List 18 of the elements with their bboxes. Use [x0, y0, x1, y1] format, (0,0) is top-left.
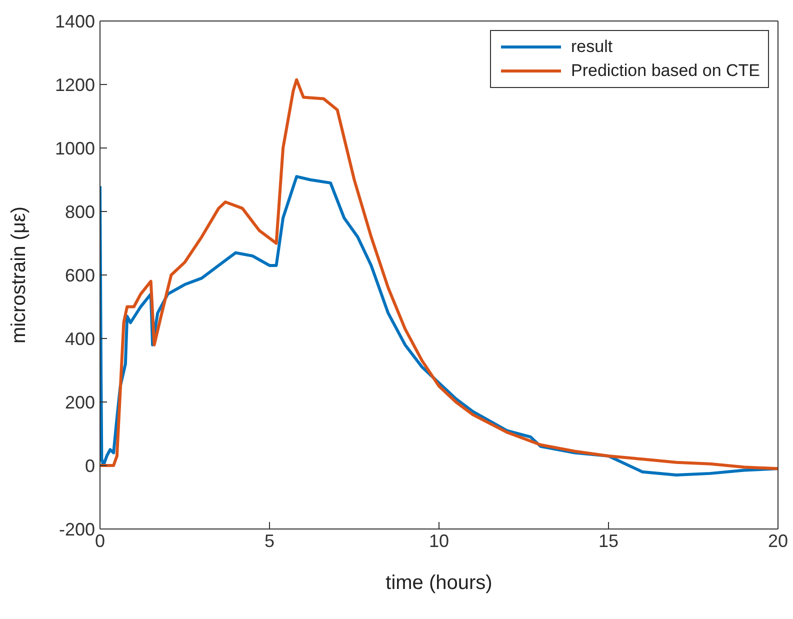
y-tick-label: 0: [84, 456, 95, 476]
y-tick-label: 1400: [54, 11, 95, 32]
y-tick-label: -200: [58, 519, 95, 540]
x-tick-label: 10: [428, 530, 450, 551]
x-tick-label: 15: [598, 530, 619, 551]
legend-label: Prediction based on CTE: [571, 61, 760, 81]
y-tick-label: 1200: [54, 74, 95, 95]
y-tick-label: 800: [64, 202, 95, 222]
line-series: [100, 78, 778, 470]
x-tick-label: 5: [264, 530, 275, 551]
legend-label: result: [571, 37, 613, 57]
y-tick-label: 200: [64, 392, 95, 412]
y-tick-label: 600: [64, 265, 95, 286]
x-tick-label: 20: [768, 530, 788, 551]
y-axis-title: microstrain (με): [8, 206, 30, 344]
x-axis-title: time (hours): [386, 572, 492, 594]
y-tick-label: 400: [64, 328, 95, 349]
y-tick-label: 1000: [54, 138, 95, 158]
